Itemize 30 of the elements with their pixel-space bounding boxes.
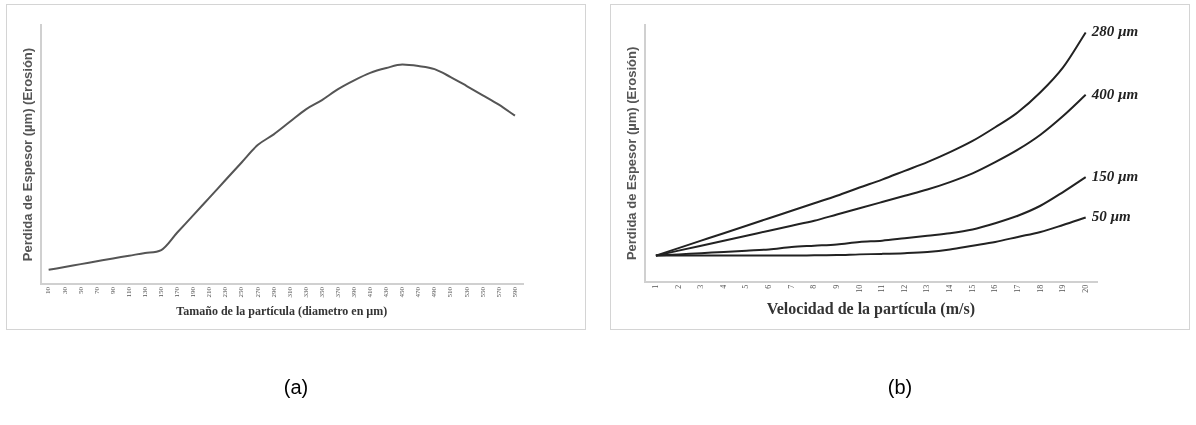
x-axis-title: Tamaño de la partícula (diametro en µm)	[176, 303, 388, 318]
y-axis-title: Perdida de Espesor (µm) (Erosión)	[20, 47, 36, 262]
x-tick-label: 14	[945, 284, 955, 293]
x-tick-label: 2	[673, 284, 683, 289]
x-tick-label: 15	[967, 284, 977, 293]
x-tick-label: 10	[854, 284, 864, 293]
x-tick-label: 3	[696, 284, 706, 289]
x-axis-title: Velocidad de la partícula (m/s)	[766, 299, 975, 318]
x-tick-label: 11	[877, 284, 887, 293]
series-label: 400 µm	[1090, 85, 1139, 102]
series-label: 50 µm	[1091, 208, 1131, 225]
x-tick-label: 5	[741, 284, 751, 289]
x-tick-label: 7	[786, 284, 796, 289]
x-tick-label: 16	[990, 284, 1000, 293]
x-tick-label: 1	[651, 284, 660, 289]
x-tick-label: 19	[1058, 284, 1068, 293]
text: (a)	[282, 376, 310, 399]
x-tick-label: 8	[809, 284, 819, 289]
series-label: 150 µm	[1091, 167, 1139, 184]
x-tick-label: 12	[899, 284, 909, 293]
x-tick-label: 18	[1035, 284, 1045, 293]
series-label: 280 µm	[1090, 23, 1139, 40]
x-tick-label: 13	[922, 284, 932, 293]
y-axis-title: Perdida de Espesor (µm) (Erosión)	[624, 46, 640, 261]
x-tick-label: 17	[1012, 284, 1022, 293]
x-tick-label: 20	[1080, 284, 1090, 293]
x-tick-label: 9	[831, 284, 841, 289]
x-tick-label: 4	[718, 284, 728, 289]
x-tick-label: 6	[764, 284, 774, 289]
text: (b)	[886, 376, 914, 399]
